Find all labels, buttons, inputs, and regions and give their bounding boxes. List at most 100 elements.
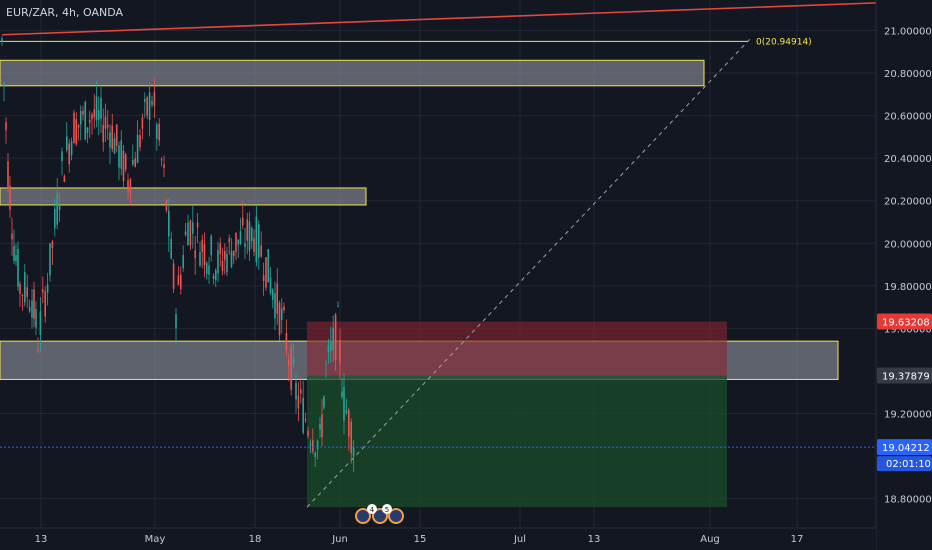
candle [120,130,123,176]
candle [77,124,80,141]
candle-body [232,250,235,257]
candle-body [319,424,321,430]
candle-body [88,119,91,123]
candle-body [214,269,217,281]
candle [21,293,24,311]
candle-body [1,38,3,42]
candle [93,93,96,129]
candle-body [5,122,7,131]
candle-body [276,283,279,314]
candle [68,138,70,173]
candle [24,264,26,307]
candle [97,96,100,136]
candle [49,243,51,282]
candle-body [255,216,258,263]
candle [132,144,134,167]
candle-body [196,222,199,228]
position-target-zone [307,375,727,508]
candle-body [253,238,255,252]
candle [73,109,75,144]
candle [70,137,73,161]
candle [111,113,114,152]
trendline [1,0,932,36]
candle [295,373,297,414]
candle [106,109,109,140]
candle [91,112,93,135]
stop-price-label-bg [877,313,932,330]
candle-body [35,308,37,328]
candle-body [129,178,132,194]
candle [134,151,136,168]
candle-body [230,250,233,268]
candle-body [144,98,146,102]
candle-body [250,227,253,242]
candle [153,78,156,118]
candle-body [205,263,208,275]
candle-body [91,114,93,120]
y-tick-label: 20.80000 [884,69,932,80]
candle-body [86,127,89,133]
position-stop-zone [307,321,727,376]
event-marker [388,508,404,524]
candle [269,267,272,296]
candle-body [33,289,35,319]
candle-body [321,414,323,438]
candle [352,440,355,472]
candle [3,82,5,102]
candle-body [165,199,168,211]
candle-body [24,272,26,303]
candle [163,155,165,178]
candle [205,261,208,280]
candle [118,141,120,181]
candle-body [95,96,98,121]
candle [350,418,352,464]
candle-body [58,204,61,211]
candle [316,439,319,460]
candle-body [219,243,222,254]
candle-body [237,239,240,245]
candle-body [235,232,237,252]
stop-price-label-text: 19.63208 [882,318,930,329]
candle [168,197,170,252]
candle-body [334,314,337,361]
candle [66,121,68,153]
candle-body [290,345,292,390]
event-count: 4 [370,506,375,514]
candle [208,256,210,284]
x-tick-label: 18 [249,534,262,545]
candle-body [307,430,309,436]
candle [148,82,151,137]
candle-body [199,252,201,266]
candle-body [323,396,325,408]
candle-body [113,138,116,154]
candle-body [28,307,31,312]
candle [223,243,226,275]
candle-body [269,277,272,294]
candle [210,234,213,262]
candle [283,302,285,313]
candle-body [343,386,345,421]
symbol-title[interactable]: EUR/ZAR, 4h, OANDA [6,6,124,19]
candle-body [26,287,28,297]
candle-body [278,302,281,336]
countdown-text: 02:01:10 [886,459,931,470]
candle-body [327,345,330,353]
candle-body [325,363,327,365]
candle-body [309,443,312,445]
candle-body [111,125,114,150]
candle-body [210,235,213,256]
candle [136,120,139,164]
candle-body [66,136,68,151]
candle-body [102,125,105,143]
current-price-label-text: 19.04212 [882,443,930,454]
current-price-label-bg [877,439,932,456]
candle [345,398,348,415]
candle-body [115,124,118,146]
candle [165,198,168,213]
candle [182,245,184,272]
candle [160,157,163,167]
candle [86,126,89,144]
candle [26,274,28,308]
